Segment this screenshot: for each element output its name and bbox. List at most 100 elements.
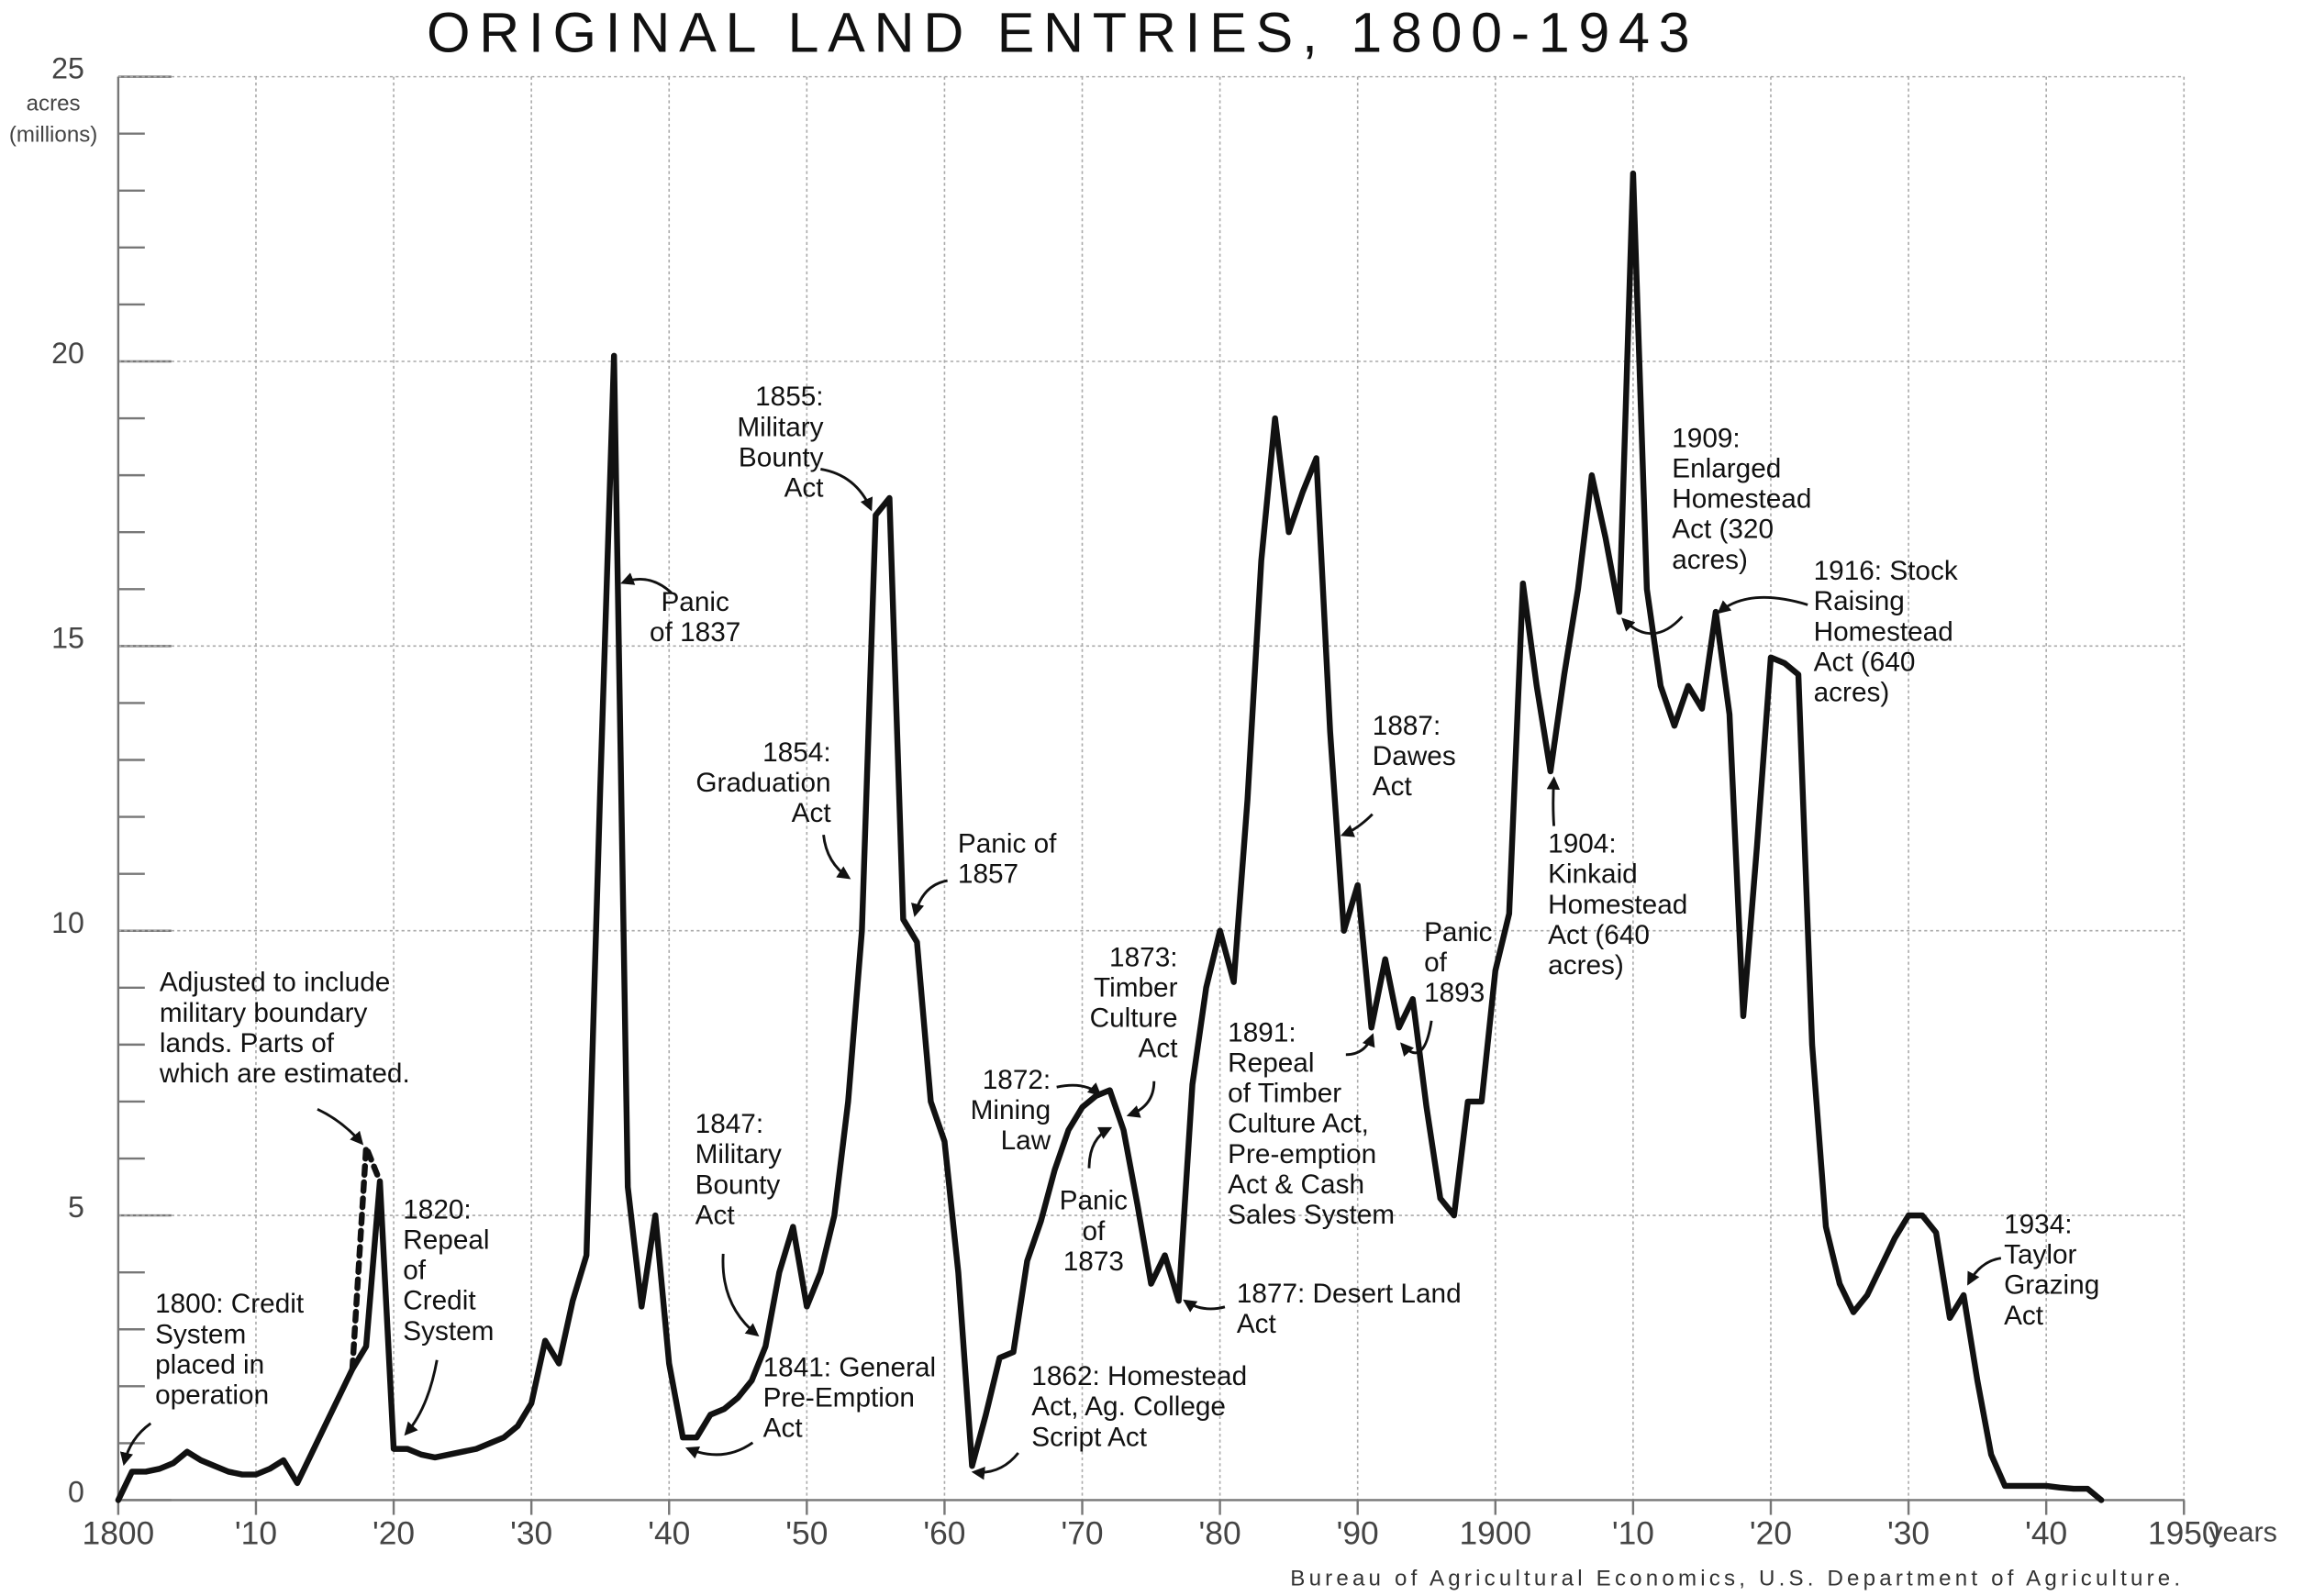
annotation: 1916: Stock Raising Homestead Act (640 acres… [1814,556,1958,708]
annotation: 1800: Credit System placed in operation [155,1289,305,1410]
annotation-line: Kinkaid [1548,859,1638,890]
annotation-line: acres) [1814,678,1890,708]
annotation-line: Homestead [1672,484,1811,515]
annotation: 1841: General Pre-Emption Act [763,1352,937,1443]
annotation: 1862: Homestead Act, Ag. College Script Ac… [1031,1361,1247,1452]
annotation-line: 1873: [1109,942,1177,972]
annotation-line: 1820: [403,1194,471,1225]
annotation-line: Act (640 [1548,920,1650,950]
x-tick-label: '30 [510,1515,552,1551]
annotation-arrow [1400,1020,1433,1058]
annotation-line: Pre-Emption [763,1383,915,1413]
annotation: 1904: Kinkaid Homestead Act (640 acres) [1548,829,1687,981]
annotation-line: Taylor [2004,1240,2076,1270]
annotation: Panic of 1893 [1424,917,1493,1008]
annotation-line: Panic [1424,917,1493,948]
annotation-line: 1904: [1548,829,1616,859]
annotation-line: Bounty [695,1169,781,1200]
annotation-line: 1841: General [763,1352,937,1382]
x-tick-label: 1800 [83,1515,155,1551]
x-tick-label: '50 [785,1515,828,1551]
x-tick-label: '60 [923,1515,965,1551]
annotation-line: 1909: [1672,423,1740,453]
data-line [115,170,2105,1503]
y-tick-label: 15 [51,621,84,654]
annotation-line: Pre-emption [1228,1139,1376,1169]
annotation-line: 1873 [1063,1247,1124,1277]
x-tick-label: '30 [1887,1515,1930,1551]
annotation-line: Act & Cash [1228,1169,1364,1200]
annotation-line: Act [763,1413,804,1444]
annotation-line: Act [1237,1309,1277,1339]
annotation-line: 1916: Stock [1814,556,1958,586]
annotation-arrow [1345,1033,1375,1057]
annotation-line: 1854: [762,737,830,768]
annotation-arrow [1126,1081,1156,1118]
annotation: Panic of 1873 [1060,1186,1129,1277]
y-tick-label: 25 [51,52,84,85]
annotation-line: of [1424,948,1448,978]
x-tick-label: '40 [648,1515,690,1551]
annotation-line: Credit [403,1286,476,1316]
annotation-line: 1891: [1228,1017,1296,1047]
chart-title: ORIGINAL LAND ENTRIES, 1800-1943 [427,1,1698,63]
annotation-line: Act (640 [1814,647,1916,677]
annotation-arrow [317,1108,364,1146]
y-axis-label: acres [27,92,81,116]
annotation-line: Graduation [695,768,830,798]
annotation-line: Act [1139,1034,1179,1064]
annotation-line: System [403,1316,494,1347]
annotation-line: Homestead [1548,890,1687,920]
annotation-line: operation [155,1380,269,1411]
annotation-arrow [820,467,873,512]
annotation-line: 1887: [1373,711,1441,741]
annotation-arrow [684,1441,754,1459]
annotation: Panic of 1857 [958,829,1057,890]
annotation: 1877: Desert Land Act [1237,1279,1462,1339]
annotation-line: Culture Act, [1228,1109,1369,1139]
annotation-line: military boundary [160,998,368,1028]
annotation-line: Adjusted to include [160,968,390,998]
annotation-line: Act [695,1200,736,1230]
annotation-line: Mining [971,1095,1051,1125]
annotation-arrow [404,1359,439,1436]
annotation: 1855: Military Bounty Act [737,382,824,503]
x-tick-label: '80 [1199,1515,1241,1551]
annotation-line: Law [1001,1125,1051,1156]
annotation-line: Enlarged [1672,453,1781,483]
annotation-arrow [1546,776,1561,826]
annotation-arrow [1340,813,1374,837]
annotation-arrow [620,572,673,594]
annotation-line: 1847: [695,1109,763,1139]
annotation: 1887: Dawes Act [1373,711,1456,802]
annotation-arrow [971,1452,1019,1480]
x-tick-label: '20 [373,1515,415,1551]
annotation-arrow [1087,1126,1113,1169]
annotation-line: 1857 [958,859,1018,890]
annotation-line: 1862: Homestead [1031,1361,1247,1391]
y-tick-label: 5 [68,1191,84,1224]
annotation-line: Act, Ag. College [1031,1391,1226,1422]
annotation-line: Bounty [739,442,824,472]
annotation-line: Raising [1814,586,1905,616]
annotation-arrow [1967,1257,2002,1286]
annotation: 1872: Mining Law [971,1065,1051,1156]
annotation-line: Act [2004,1301,2044,1331]
annotation: 1909: Enlarged Homestead Act (320 acres) [1672,423,1811,575]
annotation-line: 1872: [983,1065,1051,1095]
annotation: Adjusted to include military boundary land… [159,968,410,1089]
annotation-line: 1934: [2004,1209,2072,1239]
x-tick-label: '10 [235,1515,277,1551]
x-axis-label: years [2208,1517,2277,1548]
annotation-arrow [1183,1299,1226,1313]
annotation-line: Panic of [958,829,1057,859]
annotation: 1934: Taylor Grazing Act [2004,1209,2099,1330]
annotation-line: Repeal [403,1225,489,1255]
data-line [349,1144,384,1372]
y-axis-label: (millions) [9,122,97,147]
annotation-line: Script Act [1031,1422,1147,1452]
annotation-line: Panic [661,587,729,617]
annotation-line: Act (320 [1672,515,1774,545]
annotation-line: 1855: [755,382,823,412]
